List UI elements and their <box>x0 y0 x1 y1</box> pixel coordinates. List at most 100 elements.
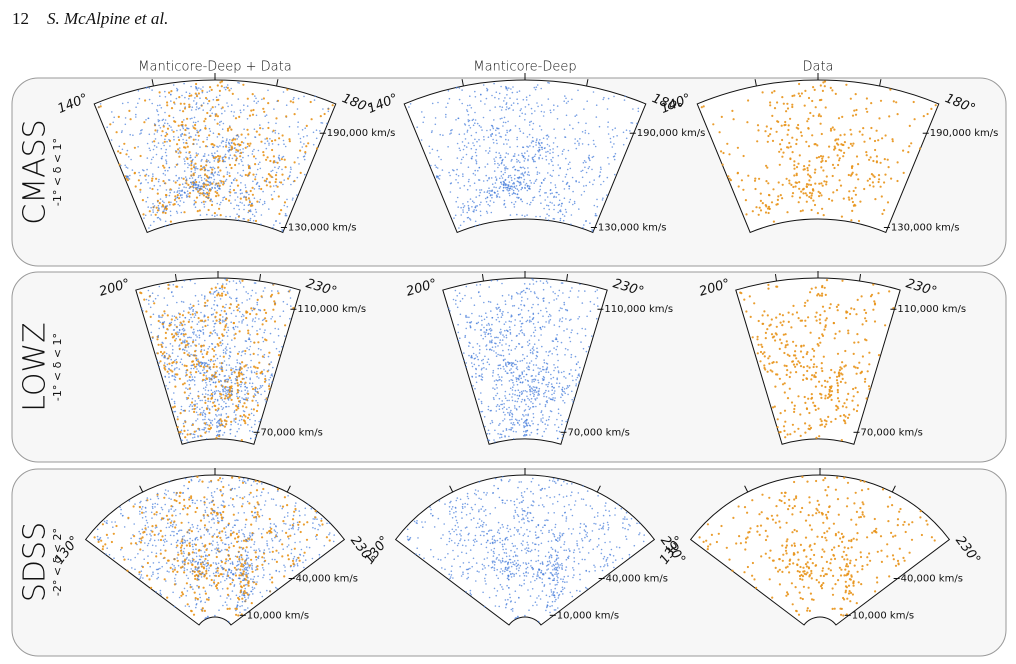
galaxy-dot <box>188 387 191 390</box>
particle-dot <box>269 332 272 335</box>
galaxy-dot <box>173 101 176 104</box>
galaxy-dot <box>176 194 179 197</box>
particle-dot <box>276 100 279 102</box>
particle-dot <box>548 313 551 316</box>
particle-dot <box>216 415 218 417</box>
particle-dot <box>530 142 533 144</box>
galaxy-dot <box>199 168 202 171</box>
particle-dot <box>283 204 286 207</box>
particle-dot <box>283 143 285 145</box>
particle-dot <box>530 360 533 362</box>
particle-dot <box>154 297 157 300</box>
particle-dot <box>469 104 471 106</box>
particle-dot <box>473 363 476 366</box>
galaxy-dot <box>223 328 226 331</box>
galaxy-dot <box>798 196 802 199</box>
particle-dot <box>168 368 170 371</box>
particle-dot <box>511 418 513 421</box>
particle-dot <box>455 179 457 181</box>
particle-dot <box>509 328 511 331</box>
particle-dot <box>196 129 198 132</box>
galaxy-dot <box>267 102 270 105</box>
galaxy-dot <box>765 205 768 208</box>
galaxy-dot <box>183 211 186 214</box>
particle-dot <box>514 187 517 190</box>
particle-dot <box>481 376 484 379</box>
galaxy-dot <box>808 164 811 167</box>
particle-dot <box>156 217 159 219</box>
particle-dot <box>241 192 243 194</box>
particle-dot <box>220 182 222 184</box>
particle-dot <box>508 320 511 323</box>
particle-dot <box>539 280 542 282</box>
particle-dot <box>213 393 216 396</box>
particle-dot <box>244 389 246 392</box>
particle-dot <box>214 215 216 217</box>
particle-dot <box>234 421 237 424</box>
particle-dot <box>516 400 519 403</box>
particle-dot <box>230 379 232 382</box>
galaxy-dot <box>256 404 259 407</box>
particle-dot <box>560 205 563 207</box>
particle-dot <box>196 143 198 145</box>
galaxy-dot <box>128 109 131 112</box>
particle-dot <box>498 152 501 154</box>
particle-dot <box>193 143 195 145</box>
particle-dot <box>585 220 587 222</box>
particle-dot <box>148 133 151 136</box>
galaxy-dot <box>850 197 854 200</box>
particle-dot <box>490 335 492 338</box>
particle-dot <box>292 98 295 101</box>
particle-dot <box>529 145 531 147</box>
particle-dot <box>183 279 186 282</box>
particle-dot <box>224 88 227 91</box>
particle-dot <box>552 397 554 399</box>
particle-dot <box>529 121 531 123</box>
galaxy-dot <box>731 109 734 112</box>
galaxy-dot <box>175 373 178 376</box>
particle-dot <box>517 160 520 162</box>
galaxy-dot <box>221 369 224 373</box>
particle-dot <box>537 312 540 315</box>
particle-dot <box>471 365 474 368</box>
particle-dot <box>219 203 221 206</box>
galaxy-dot <box>219 81 222 84</box>
particle-dot <box>201 414 204 417</box>
particle-dot <box>474 220 477 223</box>
particle-dot <box>497 433 499 435</box>
particle-dot <box>169 191 171 194</box>
particle-dot <box>212 360 214 362</box>
galaxy-dot <box>780 124 783 127</box>
particle-dot <box>542 297 544 300</box>
particle-dot <box>470 157 473 159</box>
particle-dot <box>468 124 470 127</box>
particle-dot <box>572 401 574 403</box>
particle-dot <box>192 333 195 335</box>
particle-dot <box>561 437 564 440</box>
particle-dot <box>488 205 491 207</box>
particle-dot <box>199 185 202 188</box>
particle-dot <box>522 289 525 292</box>
particle-dot <box>204 187 207 190</box>
galaxy-dot <box>830 390 834 393</box>
particle-dot <box>190 373 192 376</box>
particle-dot <box>266 397 269 399</box>
particle-dot <box>491 419 493 422</box>
galaxy-dot <box>159 360 162 363</box>
galaxy-dot <box>805 183 809 186</box>
particle-dot <box>457 175 460 177</box>
galaxy-dot <box>754 187 757 191</box>
particle-dot <box>462 173 464 175</box>
particle-dot <box>531 158 534 161</box>
particle-dot <box>512 430 515 433</box>
particle-dot <box>187 388 189 391</box>
particle-dot <box>258 387 261 390</box>
particle-dot <box>486 191 489 193</box>
particle-dot <box>560 371 563 374</box>
particle-dot <box>459 300 462 303</box>
particle-dot <box>272 185 275 187</box>
particle-dot <box>239 149 241 151</box>
particle-dot <box>538 371 540 374</box>
particle-dot <box>522 413 524 416</box>
particle-dot <box>213 178 216 181</box>
